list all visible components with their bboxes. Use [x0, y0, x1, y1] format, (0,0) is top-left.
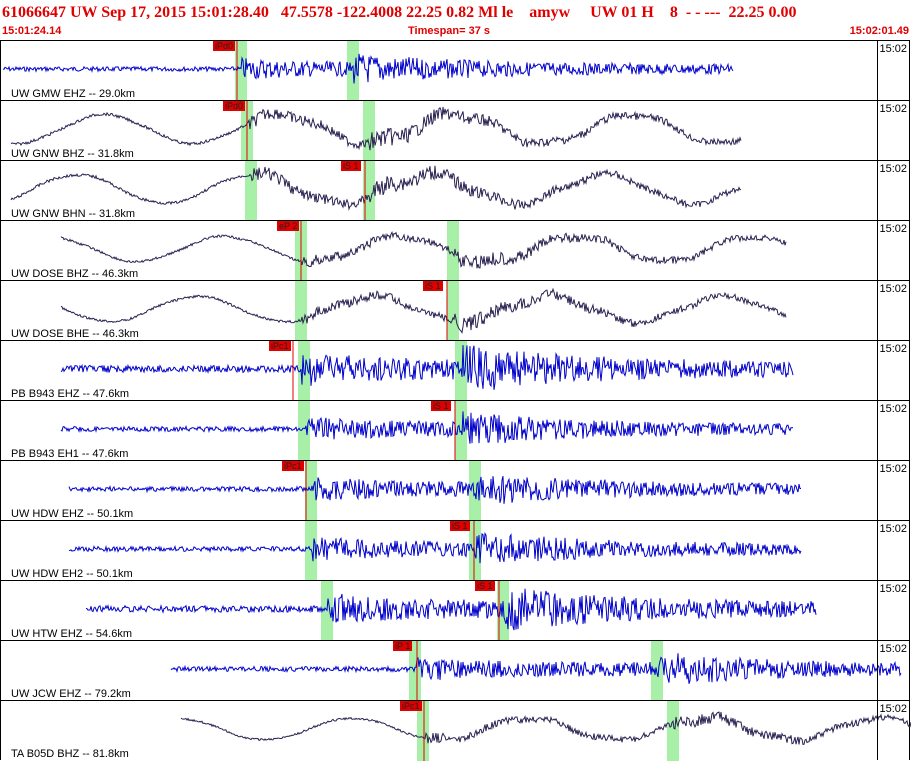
trace-panel[interactable]: 15:02 UW JCW EHZ -- 79.2km iP 1	[0, 640, 910, 701]
arrival-window	[409, 641, 421, 701]
event-header: 61066647 UW Sep 17, 2015 15:01:28.40 47.…	[0, 0, 911, 40]
waveform-trace	[60, 221, 787, 281]
arrival-window	[363, 101, 375, 161]
arrival-window	[235, 41, 247, 101]
waveform-trace	[60, 281, 787, 341]
time-divider	[877, 41, 878, 100]
arrival-window	[245, 161, 257, 221]
phase-pick-tag[interactable]: iPd0	[213, 41, 236, 51]
waveform-trace	[85, 581, 817, 641]
phase-pick-tag[interactable]: iS 1	[431, 401, 451, 411]
panel-time: 15:02	[879, 223, 907, 235]
panel-time: 15:02	[879, 163, 907, 175]
panel-time: 15:02	[879, 103, 907, 115]
panel-time: 15:02	[879, 343, 907, 355]
station-label: PB B943 EHZ -- 47.6km	[11, 388, 129, 400]
trace-panel[interactable]: 15:02 UW HTW EHZ -- 54.6km iS 1	[0, 580, 910, 641]
waveform-trace	[170, 641, 902, 701]
station-label: UW JCW EHZ -- 79.2km	[11, 688, 131, 700]
time-divider	[877, 461, 878, 520]
panel-time: 15:02	[879, 463, 907, 475]
trace-panel[interactable]: 15:02 UW HDW EHZ -- 50.1km iPc1	[0, 460, 910, 521]
station-label: UW DOSE BHZ -- 46.3km	[11, 268, 139, 280]
station-label: UW GMW EHZ -- 29.0km	[11, 88, 136, 100]
time-divider	[877, 281, 878, 340]
time-divider	[877, 221, 878, 280]
panel-time: 15:02	[879, 283, 907, 295]
trace-panel[interactable]: 15:02 UW DOSE BHZ -- 46.3km eP 2	[0, 220, 910, 281]
arrival-window	[363, 161, 375, 221]
trace-panel[interactable]: 15:02 PB B943 EH1 -- 47.6km iS 1	[0, 400, 910, 461]
panel-time: 15:02	[879, 583, 907, 595]
trace-panel[interactable]: 15:02 UW DOSE BHE -- 46.3km iS 1	[0, 280, 910, 341]
phase-pick-tag[interactable]: iP 1	[393, 641, 413, 651]
event-title: 61066647 UW Sep 17, 2015 15:01:28.40 47.…	[2, 4, 797, 21]
waveform-trace	[10, 101, 742, 161]
arrival-window	[469, 461, 481, 521]
time-divider	[877, 401, 878, 460]
arrival-window	[447, 281, 459, 341]
time-divider	[877, 521, 878, 580]
time-divider	[877, 641, 878, 700]
time-divider	[877, 701, 878, 760]
phase-pick-tag[interactable]: iPd0	[223, 101, 246, 111]
waveform-panels: 15:02 UW GMW EHZ -- 29.0km iPd0 15:02 UW GNW…	[0, 40, 911, 761]
trace-panel[interactable]: 15:02 UW GNW BHN -- 31.8km iS 1	[0, 160, 910, 221]
time-divider	[877, 581, 878, 640]
arrival-window	[667, 701, 679, 761]
waveform-trace	[68, 461, 801, 521]
arrival-window	[295, 281, 307, 341]
station-label: UW HDW EHZ -- 50.1km	[11, 508, 134, 520]
waveform-trace	[2, 41, 734, 101]
arrival-window	[497, 581, 509, 641]
station-label: UW HTW EHZ -- 54.6km	[11, 628, 132, 640]
waveform-trace	[68, 521, 802, 581]
panel-time: 15:02	[879, 703, 907, 715]
trace-panel[interactable]: 15:02 PB B943 EHZ -- 47.6km iPc1	[0, 340, 910, 401]
waveform-trace	[10, 161, 742, 221]
station-label: UW DOSE BHE -- 46.3km	[11, 328, 139, 340]
trace-panel[interactable]: 15:02 UW HDW EH2 -- 50.1km iS 1	[0, 520, 910, 581]
trace-panel[interactable]: 15:02 TA B05D BHZ -- 81.8km iPc1	[0, 700, 911, 761]
time-divider	[877, 161, 878, 220]
end-time: 15:02:01.49	[849, 25, 909, 37]
station-label: UW GNW BHZ -- 31.8km	[11, 148, 134, 160]
waveform-trace	[180, 701, 911, 761]
phase-pick-tag[interactable]: iS 1	[475, 581, 495, 591]
panel-time: 15:02	[879, 403, 907, 415]
station-label: UW HDW EH2 -- 50.1km	[11, 568, 133, 580]
waveform-trace	[60, 341, 794, 401]
phase-pick-tag[interactable]: iS 1	[341, 161, 361, 171]
phase-pick-tag[interactable]: iPc1	[400, 701, 422, 711]
timespan: Timespan= 37 s	[408, 25, 491, 37]
station-label: UW GNW BHN -- 31.8km	[11, 208, 136, 220]
phase-pick-tag[interactable]: iS 1	[450, 521, 470, 531]
panel-time: 15:02	[879, 523, 907, 535]
station-label: TA B05D BHZ -- 81.8km	[11, 748, 129, 760]
phase-pick-tag[interactable]: eP 2	[277, 221, 300, 231]
waveform-trace	[60, 401, 794, 461]
station-label: PB B943 EH1 -- 47.6km	[11, 448, 129, 460]
trace-panel[interactable]: 15:02 UW GNW BHZ -- 31.8km iPd0	[0, 100, 910, 161]
arrival-window	[469, 521, 481, 581]
time-divider	[877, 341, 878, 400]
start-time: 15:01:24.14	[2, 25, 62, 37]
panel-time: 15:02	[879, 643, 907, 655]
arrival-window	[305, 521, 317, 581]
time-divider	[877, 101, 878, 160]
arrival-window	[298, 401, 310, 461]
phase-pick-tag[interactable]: iPc1	[269, 341, 291, 351]
phase-pick-tag[interactable]: iPc1	[282, 461, 304, 471]
arrival-window	[447, 221, 459, 281]
arrival-window	[417, 701, 429, 761]
phase-pick-tag[interactable]: iS 1	[423, 281, 443, 291]
trace-panel[interactable]: 15:02 UW GMW EHZ -- 29.0km iPd0	[0, 40, 910, 101]
panel-time: 15:02	[879, 43, 907, 55]
